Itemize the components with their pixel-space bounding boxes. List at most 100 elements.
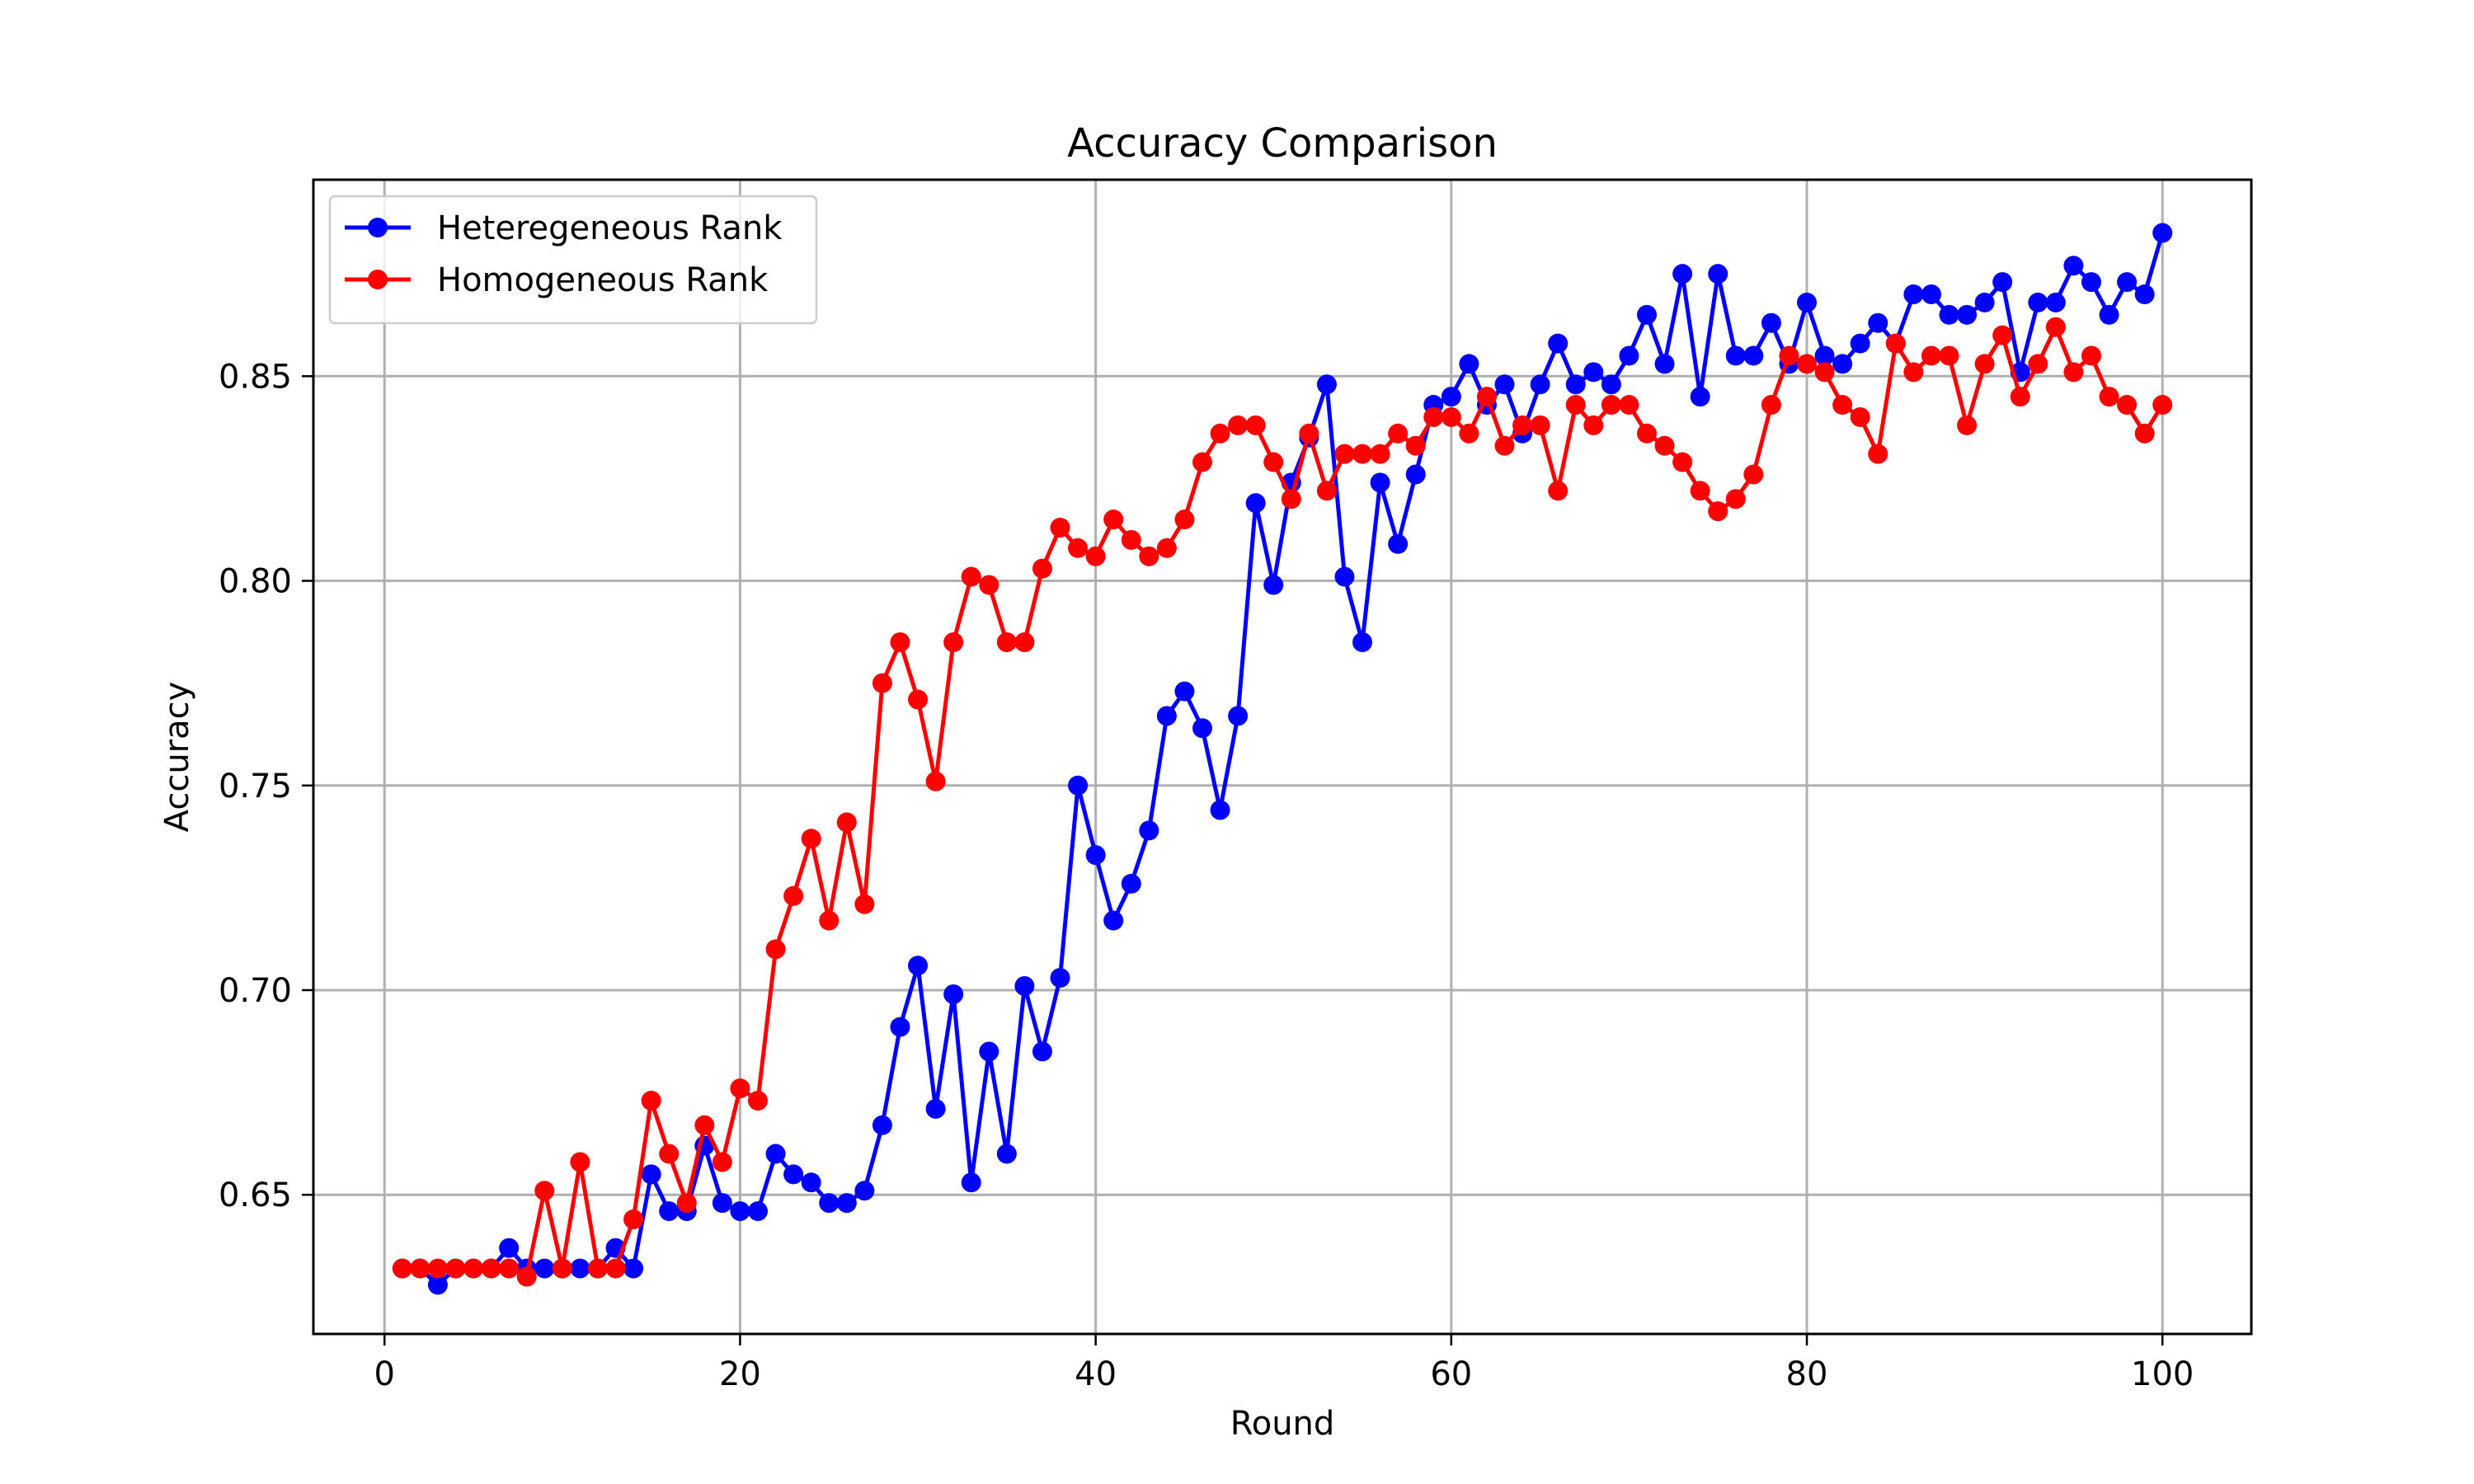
data-point	[1263, 452, 1284, 472]
x-tick-label: 100	[2131, 1355, 2194, 1393]
data-point	[765, 1144, 786, 1164]
data-point	[943, 632, 964, 652]
data-point	[783, 1164, 804, 1185]
data-point	[730, 1201, 750, 1222]
data-point	[676, 1193, 697, 1214]
x-tick-label: 80	[1786, 1355, 1828, 1393]
data-point	[890, 1017, 910, 1037]
data-point	[1423, 406, 1444, 427]
data-point	[1174, 681, 1195, 702]
data-point	[1797, 354, 1818, 374]
data-point	[570, 1258, 590, 1279]
data-point	[1779, 345, 1799, 366]
series-line	[402, 232, 2165, 1287]
data-point	[1388, 423, 1409, 444]
data-point	[730, 1078, 750, 1099]
data-point	[1957, 304, 1978, 325]
data-point	[1068, 538, 1089, 558]
data-point	[623, 1258, 644, 1279]
data-point	[2028, 354, 2048, 374]
data-point	[1725, 489, 1746, 510]
data-point	[1903, 284, 1924, 305]
series-line	[402, 325, 2165, 1279]
series-layer	[392, 223, 2173, 1295]
data-point	[2099, 304, 2119, 325]
data-point	[1992, 272, 2013, 293]
data-point	[1708, 501, 1729, 522]
data-point	[872, 673, 892, 693]
data-point	[1245, 415, 1266, 435]
data-point	[1850, 333, 1870, 354]
data-point	[1672, 452, 1693, 472]
data-point	[1156, 538, 1177, 558]
data-point	[1903, 362, 1924, 383]
data-point	[1797, 292, 1818, 312]
data-point	[1245, 493, 1266, 514]
data-point	[1316, 481, 1337, 501]
data-point	[1103, 510, 1124, 530]
data-point	[427, 1275, 448, 1295]
data-point	[1476, 387, 1497, 407]
data-point	[1459, 354, 1479, 374]
data-point	[1388, 533, 1409, 554]
data-point	[712, 1152, 732, 1172]
data-point	[463, 1258, 484, 1279]
data-point	[1939, 304, 1959, 325]
data-point	[1619, 345, 1639, 366]
data-point	[1085, 845, 1106, 866]
data-point	[1441, 387, 1461, 407]
legend-label: Homogeneous Rank	[437, 261, 769, 299]
plot-frame	[312, 178, 2253, 1336]
data-point	[908, 956, 929, 976]
data-point	[1032, 1041, 1052, 1062]
legend-marker	[368, 270, 388, 289]
data-point	[1156, 706, 1177, 726]
data-point	[1068, 775, 1089, 796]
chart-title: Accuracy Comparison	[1067, 120, 1498, 167]
data-point	[623, 1209, 644, 1229]
data-point	[2134, 284, 2155, 305]
data-point	[1405, 464, 1426, 485]
data-point	[1708, 264, 1729, 284]
data-point	[712, 1193, 732, 1214]
data-point	[392, 1258, 412, 1279]
data-point	[516, 1266, 537, 1287]
y-axis-label: Accuracy	[158, 682, 196, 833]
data-point	[1459, 423, 1479, 444]
data-point	[641, 1091, 661, 1111]
legend-item: Heteregeneous Rank	[345, 209, 783, 247]
data-point	[2081, 272, 2101, 293]
data-point	[1636, 304, 1657, 325]
data-point	[1814, 362, 1835, 383]
data-point	[1548, 481, 1569, 501]
data-point	[1352, 444, 1373, 464]
data-point	[1210, 800, 1230, 820]
data-point	[1868, 444, 1888, 464]
data-point	[1352, 632, 1373, 652]
data-point	[499, 1258, 520, 1279]
data-point	[1601, 395, 1621, 416]
data-point	[1565, 374, 1586, 395]
data-point	[747, 1201, 768, 1222]
data-point	[2010, 387, 2030, 407]
data-point	[1921, 284, 1941, 305]
data-point	[2117, 395, 2138, 416]
data-point	[1921, 345, 1941, 366]
data-point	[1743, 345, 1764, 366]
data-point	[996, 1144, 1017, 1164]
data-point	[1228, 706, 1249, 726]
data-point	[1974, 354, 1995, 374]
data-point	[1672, 264, 1693, 284]
data-point	[1939, 345, 1959, 366]
data-point	[2063, 362, 2084, 383]
data-point	[570, 1152, 590, 1172]
data-point	[1548, 333, 1569, 354]
x-tick-label: 60	[1430, 1355, 1472, 1393]
data-point	[1121, 529, 1141, 550]
data-point	[2028, 292, 2048, 312]
data-point	[1868, 312, 1888, 333]
data-point	[801, 829, 821, 849]
data-point	[1974, 292, 1995, 312]
data-point	[1050, 968, 1070, 989]
